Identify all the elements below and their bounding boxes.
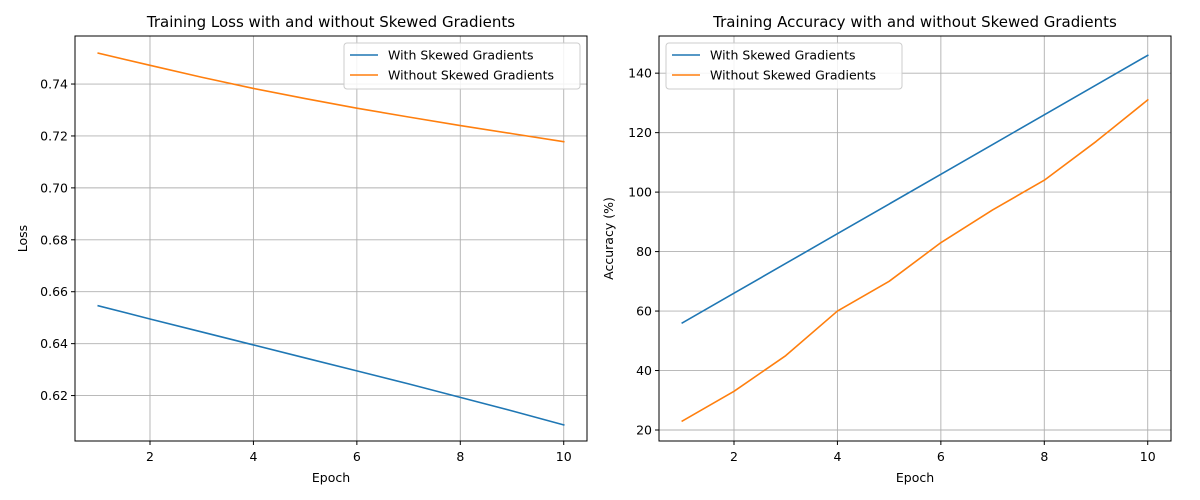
y-tick-label-4: 0.70 xyxy=(40,180,68,195)
y-tick-label-4: 100 xyxy=(628,185,652,200)
legend-box xyxy=(665,42,903,90)
y-tick-label-1: 40 xyxy=(636,363,652,378)
x-tick-label-1: 4 xyxy=(249,449,257,464)
y-tick-label-3: 0.68 xyxy=(40,232,68,247)
y-axis-label: Accuracy (%) xyxy=(601,197,616,280)
legend: With Skewed Gradients Without Skewed Grad… xyxy=(343,42,581,90)
y-tick-label-5: 0.72 xyxy=(40,128,68,143)
legend: With Skewed Gradients Without Skewed Grad… xyxy=(665,42,903,90)
legend-label-0: With Skewed Gradients xyxy=(388,48,534,63)
legend-label-0: With Skewed Gradients xyxy=(710,48,856,63)
y-tick-label-5: 120 xyxy=(628,125,652,140)
y-tick-label-1: 0.64 xyxy=(40,336,68,351)
series-line-0 xyxy=(681,54,1149,325)
x-tick-label-4: 10 xyxy=(1140,449,1156,464)
legend-box xyxy=(343,42,581,90)
chart-title: Training Accuracy with and without Skewe… xyxy=(712,13,1117,31)
x-tick-label-2: 6 xyxy=(937,449,945,464)
x-tick-label-0: 2 xyxy=(146,449,154,464)
x-axis-label: Epoch xyxy=(312,470,350,485)
y-tick-label-0: 20 xyxy=(636,422,652,437)
series-line-0 xyxy=(97,304,565,426)
x-tick-label-0: 2 xyxy=(730,449,738,464)
series-line-1 xyxy=(97,52,565,143)
y-tick-label-3: 80 xyxy=(636,244,652,259)
plot-frame xyxy=(74,35,588,442)
x-tick-label-2: 6 xyxy=(353,449,361,464)
x-axis-label: Epoch xyxy=(896,470,934,485)
y-tick-label-6: 0.74 xyxy=(40,77,68,92)
series-line-1 xyxy=(681,98,1149,423)
loss-chart: 2 4 6 8 10 0.62 0.64 0.66 0.68 0.70 0.72 0.74 Traini… xyxy=(15,13,588,485)
y-tick-label-2: 0.66 xyxy=(40,284,68,299)
y-tick-label-2: 60 xyxy=(636,304,652,319)
legend-label-1: Without Skewed Gradients xyxy=(388,68,554,83)
x-tick-label-4: 10 xyxy=(556,449,572,464)
x-tick-label-3: 8 xyxy=(456,449,464,464)
legend-label-1: Without Skewed Gradients xyxy=(710,68,876,83)
plot-frame xyxy=(658,35,1172,442)
x-tick-label-3: 8 xyxy=(1040,449,1048,464)
y-tick-label-6: 140 xyxy=(628,66,652,81)
y-axis-label: Loss xyxy=(15,225,30,252)
x-tick-label-1: 4 xyxy=(833,449,841,464)
chart-title: Training Loss with and without Skewed Gr… xyxy=(146,13,515,31)
accuracy-chart: 2 4 6 8 10 20 40 60 80 100 120 140 Training Accuracy… xyxy=(601,13,1172,485)
y-tick-label-0: 0.62 xyxy=(40,388,68,403)
